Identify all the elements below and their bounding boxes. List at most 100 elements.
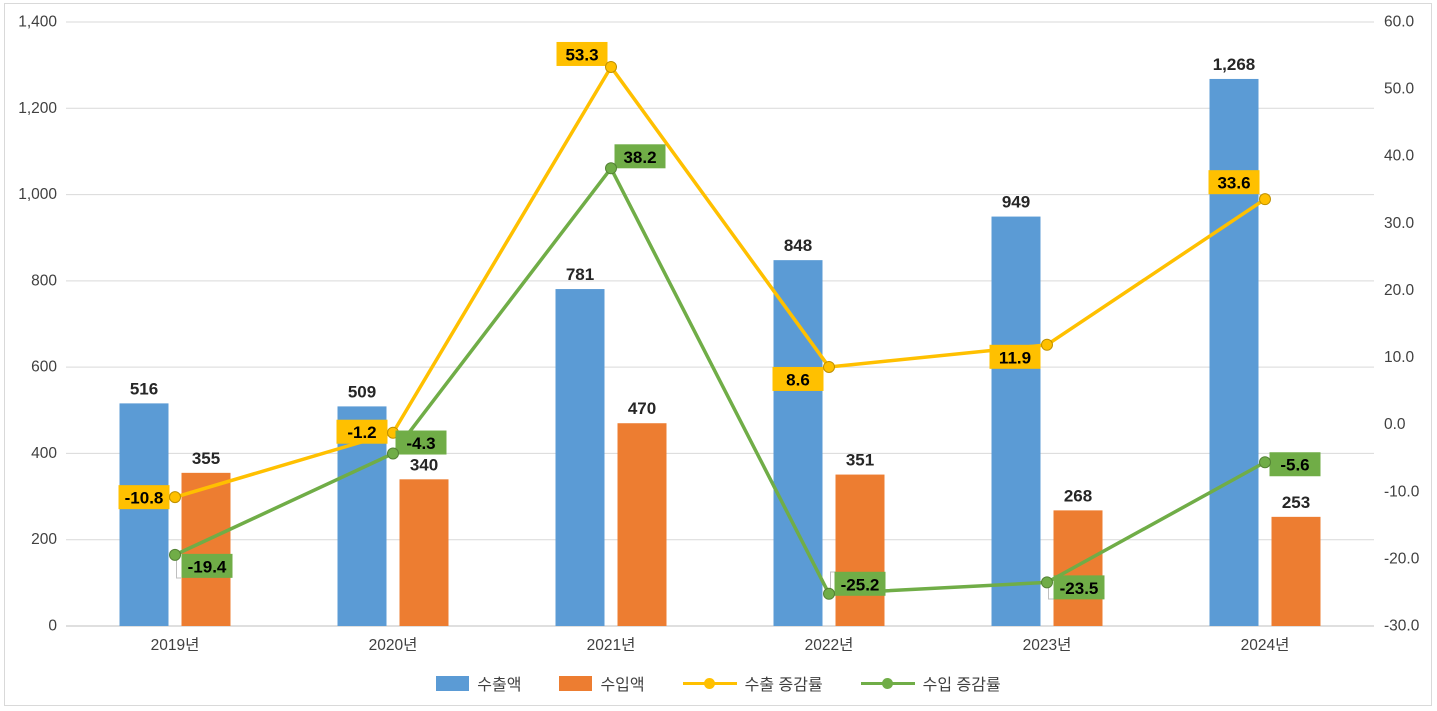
import-amount-bar <box>399 479 449 626</box>
legend-item-export-amount[interactable]: 수출액 <box>436 671 521 695</box>
legend: 수출액 수입액 수출 증감률 수입 증감률 <box>0 668 1437 698</box>
export-growth-rate-point <box>605 60 617 73</box>
import-growth-rate-value-label: 38.2 <box>623 148 656 167</box>
right-axis-tick: 10.0 <box>1384 349 1415 366</box>
export-amount-value-label: 781 <box>566 265 594 284</box>
import-growth-rate-label-box <box>181 553 233 578</box>
export-growth-rate-label-box <box>1208 170 1260 195</box>
export-growth-rate-point <box>169 491 181 504</box>
import-amount-value-label: 253 <box>1282 493 1310 512</box>
left-axis-tick: 800 <box>31 272 57 289</box>
left-axis-tick: 0 <box>48 618 57 635</box>
export-growth-rate-point <box>823 360 835 373</box>
import-growth-rate-point <box>823 587 835 600</box>
import-growth-rate-point <box>1041 576 1053 589</box>
import-amount-bar <box>835 474 885 626</box>
import-amount-bar <box>1271 516 1321 626</box>
export-growth-rate-value-label: 8.6 <box>786 370 810 389</box>
export-amount-bar <box>991 216 1041 626</box>
export-growth-rate-value-label: 11.9 <box>999 348 1031 367</box>
export-amount-bar <box>1209 78 1259 627</box>
import-growth-rate-value-label: -23.5 <box>1060 579 1099 598</box>
right-axis-tick: 30.0 <box>1384 215 1415 232</box>
export-amount-value-label: 509 <box>348 382 376 401</box>
export-growth-rate-label-box <box>336 419 388 444</box>
legend-label-export-growth-rate: 수출 증감률 <box>744 677 823 694</box>
export-amount-value-label: 516 <box>130 379 158 398</box>
export-growth-rate-value-label: -1.2 <box>347 423 376 442</box>
x-axis-label: 2019년 <box>151 636 200 654</box>
import-growth-rate-label-box <box>614 144 666 169</box>
import-growth-rate-legend-swatch <box>860 676 915 691</box>
right-axis-tick: 0.0 <box>1384 416 1406 433</box>
export-amount-bar <box>119 403 169 626</box>
import-growth-rate-value-label: -19.4 <box>188 557 227 576</box>
import-amount-bar <box>1053 510 1103 626</box>
right-axis-tick: 20.0 <box>1384 282 1415 299</box>
import-growth-rate-label-box <box>1053 575 1105 600</box>
export-growth-rate-label-box <box>772 366 824 391</box>
right-axis-tick: 50.0 <box>1384 81 1415 98</box>
x-axis-label: 2021년 <box>587 636 636 654</box>
export-growth-rate-label-box <box>556 41 608 66</box>
legend-label-import-amount: 수입액 <box>600 677 645 694</box>
right-axis-tick: 60.0 <box>1384 14 1415 31</box>
import-amount-legend-swatch <box>559 675 593 691</box>
import-amount-value-label: 351 <box>846 451 874 470</box>
left-axis-tick: 200 <box>31 531 57 548</box>
chart-border <box>4 3 1432 706</box>
export-amount-value-label: 949 <box>1002 193 1030 212</box>
x-axis-label: 2022년 <box>805 636 854 654</box>
export-growth-rate-value-label: -10.8 <box>125 489 164 508</box>
legend-label-export-amount: 수출액 <box>477 677 522 694</box>
import-growth-rate-value-label: -5.6 <box>1280 456 1309 475</box>
import-growth-rate-label-box <box>834 571 886 596</box>
import-amount-bar <box>617 423 667 626</box>
left-axis-tick: 1,400 <box>18 14 57 31</box>
right-axis-tick: -30.0 <box>1384 618 1420 635</box>
legend-item-export-growth-rate[interactable]: 수출 증감률 <box>682 671 823 695</box>
label-leader-line <box>176 558 181 579</box>
legend-item-import-amount[interactable]: 수입액 <box>559 671 645 695</box>
label-leader-line <box>1048 586 1055 600</box>
right-axis-tick: -10.0 <box>1384 483 1420 500</box>
export-growth-rate-value-label: 53.3 <box>565 45 598 64</box>
legend-label-import-growth-rate: 수입 증감률 <box>922 677 1001 694</box>
import-amount-value-label: 355 <box>192 449 220 468</box>
export-amount-value-label: 848 <box>784 236 812 255</box>
import-growth-rate-point <box>169 548 181 561</box>
export-amount-value-label: 1,268 <box>1213 55 1256 74</box>
right-axis-tick: -20.0 <box>1384 550 1420 567</box>
import-amount-value-label: 268 <box>1064 486 1092 505</box>
export-growth-rate-legend-marker <box>703 677 715 689</box>
export-growth-rate-label-box <box>989 344 1041 369</box>
export-growth-rate-legend-swatch <box>682 676 737 691</box>
left-axis-tick: 1,200 <box>18 100 57 117</box>
import-growth-rate-point <box>1259 456 1271 469</box>
import-growth-rate-point <box>605 162 617 175</box>
import-amount-value-label: 470 <box>628 399 656 418</box>
x-axis-label: 2023년 <box>1023 636 1072 654</box>
export-growth-rate-label-box <box>118 485 170 510</box>
import-growth-rate-label-box <box>395 430 447 455</box>
left-axis-tick: 1,000 <box>18 186 57 203</box>
import-growth-rate-legend-marker <box>881 677 893 689</box>
export-growth-rate-point <box>1259 193 1271 206</box>
import-growth-rate-line <box>173 166 1267 596</box>
import-growth-rate-label-box <box>1269 452 1321 477</box>
label-leader-line <box>830 571 836 590</box>
export-amount-legend-swatch <box>436 675 470 691</box>
x-axis-label: 2020년 <box>369 636 418 654</box>
left-axis-tick: 400 <box>31 445 57 462</box>
left-axis-tick: 600 <box>31 359 57 376</box>
export-amount-bar <box>773 260 823 626</box>
import-growth-rate-value-label: -4.3 <box>406 434 435 453</box>
legend-item-import-growth-rate[interactable]: 수입 증감률 <box>860 671 1001 695</box>
export-growth-rate-value-label: 33.6 <box>1217 174 1250 193</box>
import-amount-value-label: 340 <box>410 455 438 474</box>
import-growth-rate-point <box>387 447 399 460</box>
import-growth-rate-value-label: -25.2 <box>841 575 880 594</box>
export-amount-bar <box>555 289 605 626</box>
